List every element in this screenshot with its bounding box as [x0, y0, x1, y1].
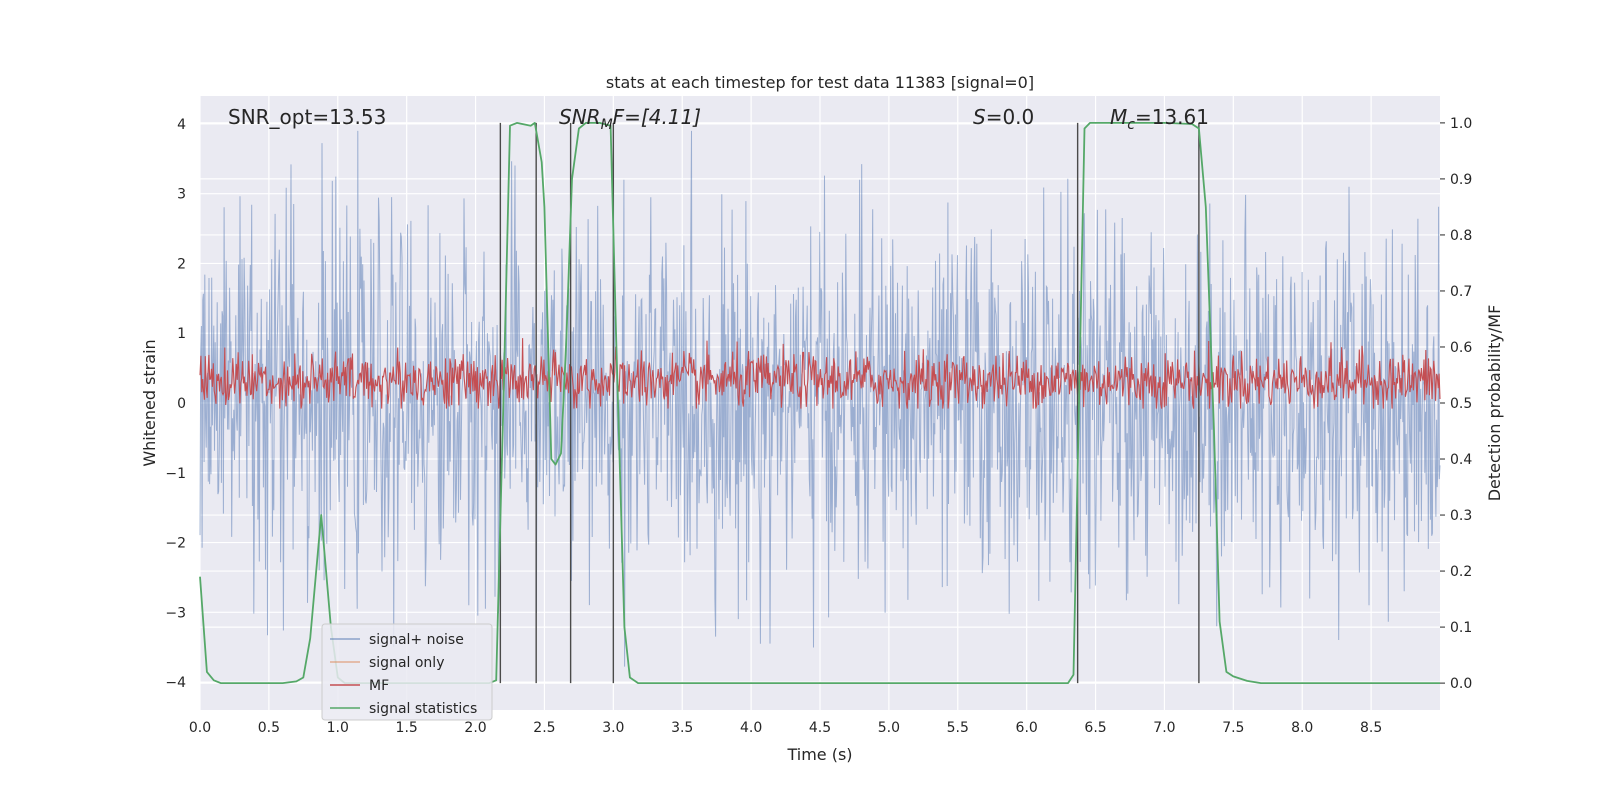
y-right-tick-label-7: 0.3 [1450, 508, 1472, 524]
snr-mf-value: F=[4.11] [613, 105, 701, 129]
x-tick-label-10: 5.0 [878, 720, 900, 736]
chart-title: stats at each timestep for test data 113… [606, 73, 1034, 92]
y-right-tick-label-10: 0.0 [1450, 676, 1472, 692]
x-tick-label-16: 8.0 [1291, 720, 1313, 736]
y-right-tick-label-0: 1.0 [1450, 116, 1472, 132]
x-tick-label-8: 4.0 [740, 720, 762, 736]
annotation-snr-opt: SNR_opt=13.53 [228, 105, 386, 129]
x-tick-label-5: 2.5 [533, 720, 555, 736]
annotation-s: S=0.0 [973, 105, 1034, 129]
y-left-tick-label-6: −2 [165, 536, 186, 552]
legend-label-signal-statistics: signal statistics [369, 701, 477, 717]
annotation-snr-mf: SNRMF=[4.11] [559, 105, 701, 133]
x-tick-label-12: 6.0 [1016, 720, 1038, 736]
series-signal-statistics [199, 122, 1440, 684]
annotation-mc: Mc=13.61 [1110, 105, 1209, 133]
legend-label-mf: MF [369, 678, 389, 694]
snr-mf-subscript: M [601, 117, 613, 133]
snr-mf-symbol: SNR [559, 105, 601, 129]
y-right-tick-label-6: 0.4 [1450, 452, 1472, 468]
y-right-tick-label-8: 0.2 [1450, 564, 1472, 580]
series-mf [199, 338, 1441, 409]
x-axis-label: Time (s) [786, 745, 852, 764]
mc-symbol: M [1110, 105, 1127, 129]
legend-label-signal-only: signal only [369, 655, 444, 671]
x-tick-label-3: 1.5 [396, 720, 418, 736]
x-tick-label-9: 4.5 [809, 720, 831, 736]
y-right-tick-label-1: 0.9 [1450, 172, 1472, 188]
x-tick-label-14: 7.0 [1153, 720, 1175, 736]
y-right-tick-label-5: 0.5 [1450, 396, 1472, 412]
x-tick-label-15: 7.5 [1222, 720, 1244, 736]
y-left-tick-label-2: 2 [177, 256, 186, 272]
x-tick-label-4: 2.0 [464, 720, 486, 736]
y-left-tick-label-8: −4 [165, 675, 186, 691]
y-right-tick-label-3: 0.7 [1450, 284, 1472, 300]
y-right-tick-label-9: 0.1 [1450, 620, 1472, 636]
legend-label-signal-noise: signal+ noise [369, 632, 464, 648]
y-left-tick-label-4: 0 [177, 396, 186, 412]
x-tick-label-11: 5.5 [947, 720, 969, 736]
x-tick-label-13: 6.5 [1084, 720, 1106, 736]
y-right-tick-label-4: 0.6 [1450, 340, 1472, 356]
x-tick-label-0: 0.0 [189, 720, 211, 736]
legend: signal+ noise signal only MF signal stat… [321, 623, 493, 721]
x-tick-label-7: 3.5 [671, 720, 693, 736]
y-left-tick-label-0: 4 [177, 117, 186, 133]
y-right-tick-label-2: 0.8 [1450, 228, 1472, 244]
mc-value: =13.61 [1135, 105, 1209, 129]
legend-frame [321, 623, 493, 721]
x-tick-label-6: 3.0 [602, 720, 624, 736]
y-left-tick-label-3: 1 [177, 326, 186, 342]
x-tick-label-17: 8.5 [1360, 720, 1382, 736]
y-left-tick-label-7: −3 [165, 605, 186, 621]
x-tick-label-1: 0.5 [258, 720, 280, 736]
s-symbol: S [973, 105, 986, 129]
y-axis-label-right: Detection probability/MF [1485, 305, 1504, 502]
s-value: =0.0 [986, 105, 1035, 129]
mc-subscript: c [1127, 117, 1135, 133]
y-left-tick-label-5: −1 [165, 466, 186, 482]
y-left-tick-label-1: 3 [177, 187, 186, 203]
y-axis-label-left: Whitened strain [140, 339, 159, 466]
x-tick-label-2: 1.0 [327, 720, 349, 736]
